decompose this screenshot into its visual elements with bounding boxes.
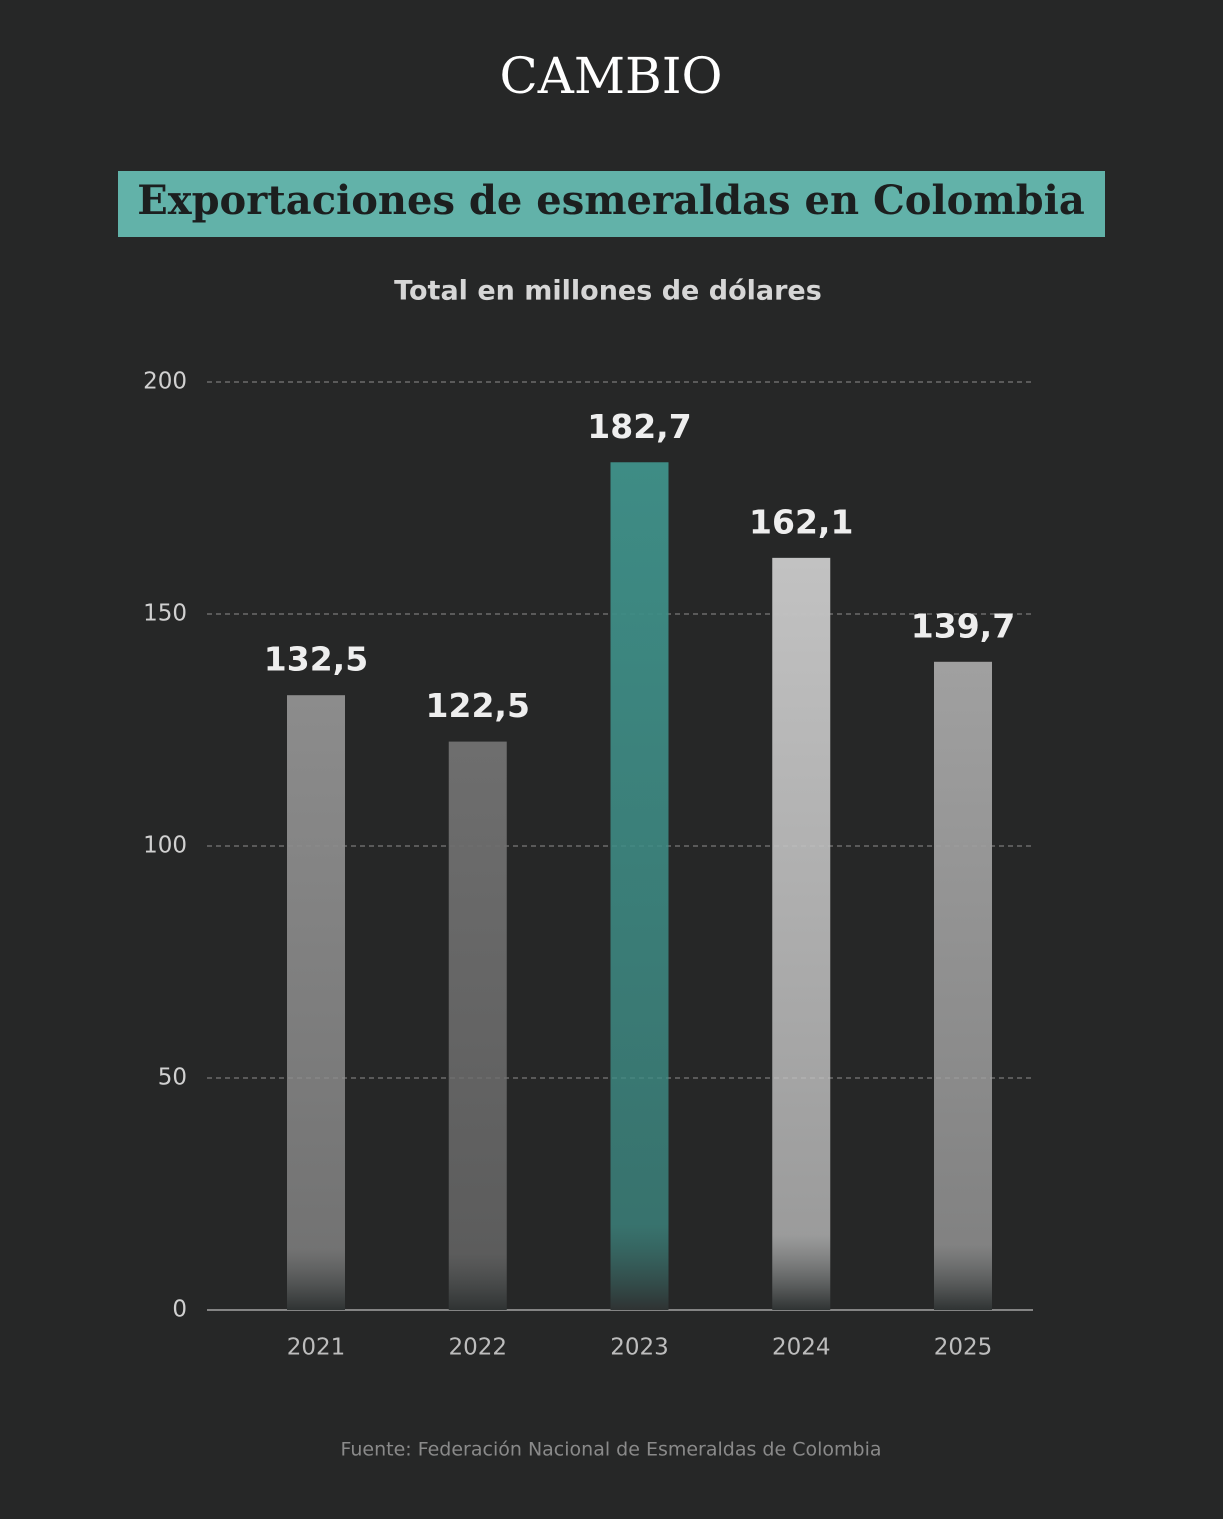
y-tick-label: 0 xyxy=(172,1297,187,1323)
y-tick-label: 150 xyxy=(143,601,187,627)
bar xyxy=(934,661,992,1310)
x-tick-label: 2025 xyxy=(934,1335,993,1361)
y-tick-label: 50 xyxy=(158,1065,187,1091)
x-tick-label: 2021 xyxy=(287,1335,346,1361)
value-label: 162,1 xyxy=(749,502,853,541)
bar xyxy=(610,462,669,1311)
value-label: 122,5 xyxy=(426,686,530,725)
source: Fuente: Federación Nacional de Esmeralda… xyxy=(340,1439,881,1461)
y-tick-label: 100 xyxy=(143,833,187,859)
value-label: 132,5 xyxy=(264,640,368,679)
brand: CAMBIO xyxy=(499,47,722,105)
chart-subtitle: Total en millones de dólares xyxy=(394,276,822,307)
x-tick-label: 2022 xyxy=(448,1335,507,1361)
x-tick-label: 2024 xyxy=(772,1335,831,1361)
bar xyxy=(772,557,831,1310)
bar xyxy=(448,741,507,1310)
title-box xyxy=(118,171,1105,237)
x-tick-label: 2023 xyxy=(610,1335,669,1361)
value-label: 182,7 xyxy=(587,407,691,446)
bar xyxy=(287,695,345,1310)
value-label: 139,7 xyxy=(911,606,1015,645)
y-tick-label: 200 xyxy=(143,369,187,395)
chart-title: Exportaciones de esmeraldas en Colombia xyxy=(137,177,1085,224)
